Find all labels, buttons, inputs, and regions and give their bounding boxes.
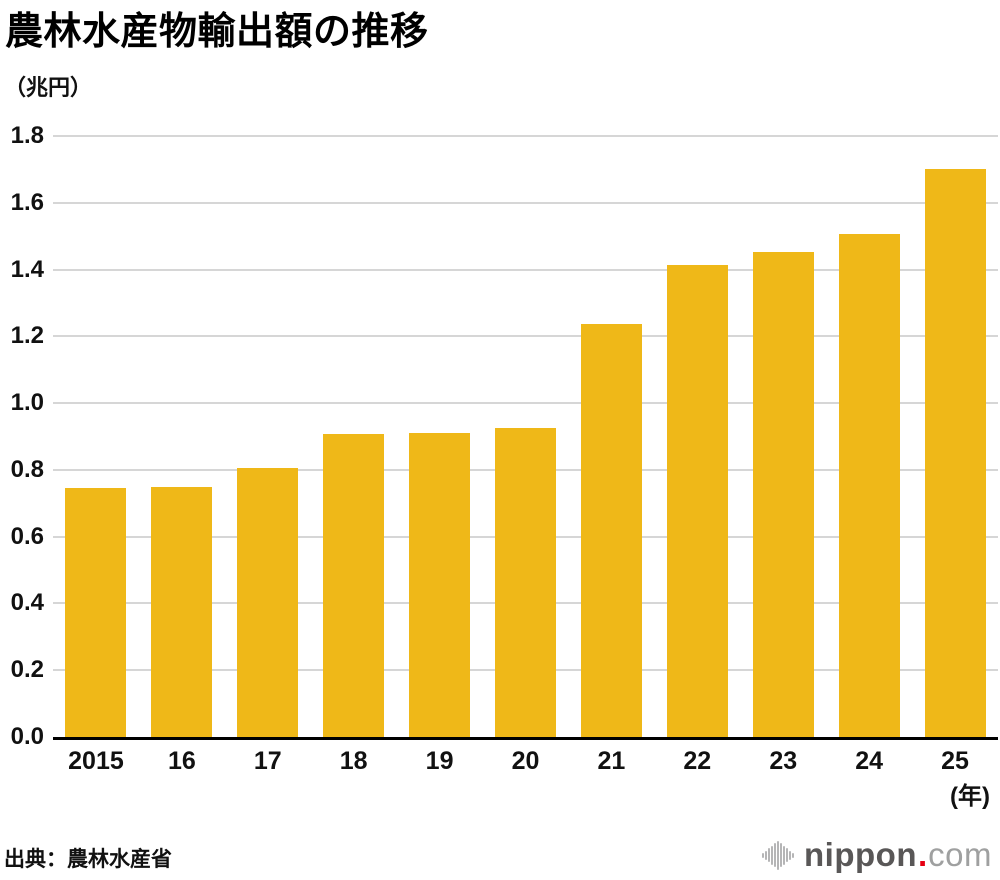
x-tick-label: 16 <box>167 747 196 775</box>
y-tick-label: 1.4 <box>10 255 44 283</box>
gridline <box>53 268 998 271</box>
x-tick-label: 20 <box>511 747 540 775</box>
x-tick-label: 21 <box>597 747 626 775</box>
x-tick-label: 23 <box>769 747 798 775</box>
logo-word: nippon <box>804 836 917 873</box>
bar-24 <box>838 233 900 737</box>
plot-area <box>53 135 998 740</box>
bar-18 <box>323 434 385 737</box>
logo-tld: com <box>928 836 992 873</box>
y-tick-label: 0.4 <box>10 589 44 617</box>
y-tick-label: 0.6 <box>10 522 44 550</box>
gridline <box>53 335 998 338</box>
y-tick-label: 0.2 <box>10 656 44 684</box>
logo-dot: . <box>917 836 928 873</box>
y-tick-label: 1.6 <box>10 188 44 216</box>
y-tick-label: 0.8 <box>10 455 44 483</box>
bar-25 <box>924 168 986 737</box>
bar-21 <box>580 323 642 737</box>
bar-16 <box>151 486 213 737</box>
bar-22 <box>666 264 728 737</box>
x-tick-label: 17 <box>253 747 282 775</box>
x-tick-label: 24 <box>855 747 884 775</box>
x-tick-label: 18 <box>339 747 368 775</box>
x-tick-label: 19 <box>425 747 454 775</box>
y-tick-label: 1.2 <box>10 322 44 350</box>
y-tick-label: 1.8 <box>10 122 44 149</box>
gridline <box>53 201 998 204</box>
page-title: 農林水産物輸出額の推移 <box>5 11 429 53</box>
x-tick-label: 25 <box>941 747 969 775</box>
source-note: 出典：農林水産省 <box>4 848 172 871</box>
bar-23 <box>752 251 814 737</box>
y-tick-label: 0.0 <box>10 723 44 750</box>
soundwave-icon <box>762 840 795 870</box>
nippon-com-logo: nippon . com <box>762 834 992 876</box>
x-tick-label: 2015 <box>68 747 124 775</box>
bar-19 <box>409 432 471 737</box>
y-axis-unit-label: （兆円） <box>4 75 93 100</box>
bar-20 <box>495 428 556 737</box>
x-tick-label: 22 <box>683 747 712 775</box>
y-tick-label: 1.0 <box>10 389 44 417</box>
gridline <box>53 135 998 137</box>
bar-2015 <box>65 488 127 737</box>
x-axis-unit-label: (年) <box>950 783 990 810</box>
gridline <box>53 402 998 405</box>
bar-17 <box>237 467 299 737</box>
